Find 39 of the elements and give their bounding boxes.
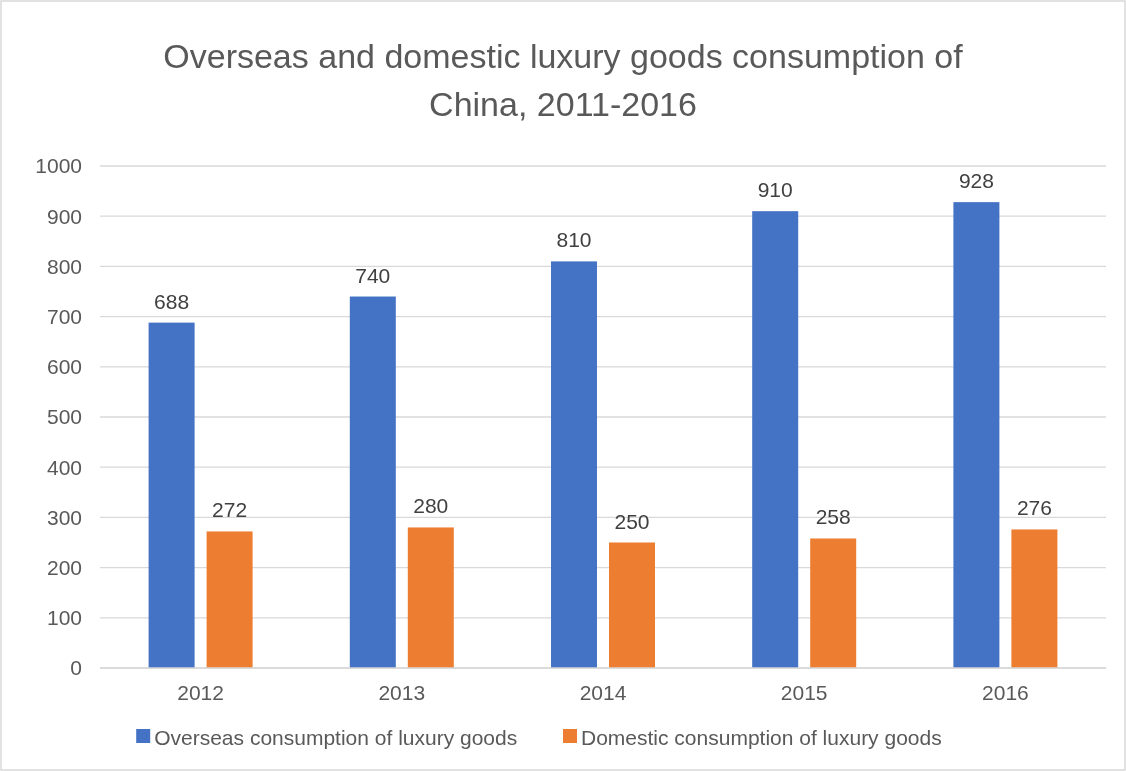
data-label: 688: [154, 289, 190, 313]
x-tick-label: 2013: [378, 681, 426, 704]
bar: [148, 322, 195, 668]
y-tick-label: 0: [70, 656, 82, 680]
x-tick-label: 2012: [177, 681, 224, 704]
data-label: 280: [413, 494, 449, 518]
x-tick-label: 2015: [780, 681, 828, 704]
y-tick-label: 200: [46, 555, 82, 579]
data-label: 910: [757, 178, 793, 202]
bar: [752, 211, 799, 668]
y-tick-label: 300: [46, 505, 82, 529]
data-label: 810: [556, 228, 592, 252]
bar: [349, 296, 396, 668]
chart-title: Overseas and domestic luxury goods consumption of China, 2011-2016: [163, 37, 964, 123]
bar: [1011, 529, 1058, 668]
y-tick-label: 500: [46, 405, 82, 429]
legend-label: Overseas consumption of luxury goods: [154, 726, 518, 749]
data-label: 272: [212, 498, 248, 522]
bar: [953, 202, 1000, 668]
x-tick-label: 2014: [579, 681, 627, 704]
y-tick-label: 600: [46, 355, 82, 379]
y-tick-label: 100: [46, 606, 82, 630]
legend-label: Domestic consumption of luxury goods: [581, 726, 942, 749]
data-label: 928: [958, 169, 994, 193]
bar: [810, 538, 857, 668]
y-tick-label: 1000: [35, 154, 82, 178]
y-tick-label: 400: [46, 455, 82, 479]
y-tick-label: 900: [46, 204, 82, 228]
bar: [609, 542, 655, 668]
bar: [551, 261, 597, 668]
x-tick-label: 2016: [982, 681, 1029, 704]
data-label: 258: [815, 505, 851, 529]
data-label: 276: [1016, 496, 1052, 520]
data-label: 740: [355, 263, 391, 287]
y-tick-label: 700: [46, 304, 82, 328]
data-label: 250: [614, 509, 650, 533]
y-tick-label: 800: [46, 254, 82, 278]
bar: [407, 527, 454, 668]
bar: [206, 531, 253, 668]
